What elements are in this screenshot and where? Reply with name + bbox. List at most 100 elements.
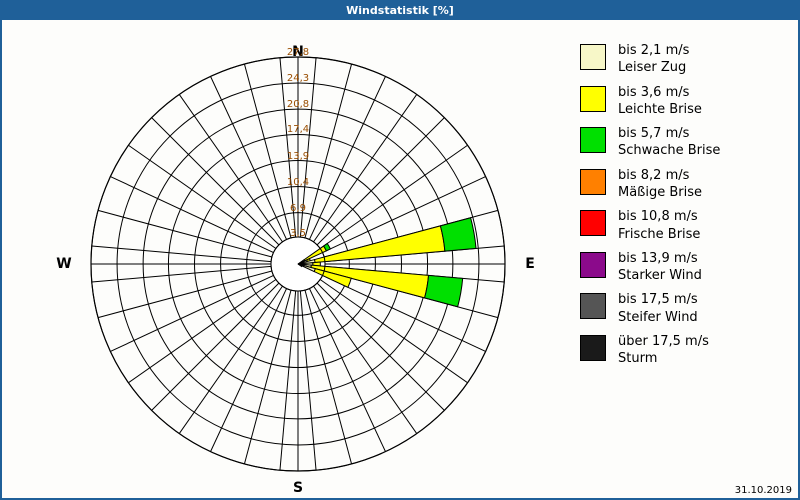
grid-spoke [308, 288, 386, 452]
grid-spoke [91, 245, 272, 263]
grid-spoke [299, 290, 317, 471]
radial-tick-label: 13,9 [286, 150, 310, 162]
grid-spoke [110, 176, 274, 254]
compass-label-east: E [525, 256, 535, 272]
rose-segment[interactable] [297, 263, 303, 268]
legend-color-swatch [580, 168, 606, 195]
grid-spoke [210, 288, 288, 452]
legend-item-text: bis 2,1 m/s Leiser Zug [618, 42, 689, 77]
compass-label-south: S [292, 480, 304, 496]
compass-label-north: N [292, 44, 304, 60]
legend-item-text: über 17,5 m/s Sturm [618, 333, 709, 368]
legend-item[interactable]: bis 3,6 m/s Leichte Brise [580, 84, 798, 119]
radial-tick-label: 24,3 [286, 73, 310, 85]
radial-tick-label: 6,9 [290, 202, 306, 214]
grid-spoke [97, 270, 273, 319]
legend-item[interactable]: bis 5,7 m/s Schwache Brise [580, 125, 798, 160]
radial-tick-label: 20,8 [286, 99, 310, 111]
legend-item-name: Steifer Wind [618, 309, 698, 325]
legend-item-name: Leiser Zug [618, 60, 687, 76]
legend-item-name: Starker Wind [618, 268, 702, 284]
legend-item-name: Mäßige Brise [618, 184, 703, 200]
grid-spoke [210, 76, 288, 240]
legend-item-speed: bis 3,6 m/s [618, 84, 690, 100]
legend-color-swatch [580, 127, 606, 154]
legend-item-speed: bis 8,2 m/s [618, 167, 690, 183]
grid-spoke [97, 209, 273, 258]
legend-item-speed: über 17,5 m/s [618, 333, 709, 349]
wind-rose-svg [90, 56, 506, 472]
grid-spoke [243, 289, 292, 465]
legend-item[interactable]: bis 13,9 m/s Starker Wind [580, 250, 798, 285]
legend-item[interactable]: über 17,5 m/s Sturm [580, 333, 798, 368]
grid-spoke [316, 282, 445, 411]
legend-item[interactable]: bis 17,5 m/s Steifer Wind [580, 291, 798, 326]
legend-item-name: Schwache Brise [618, 143, 721, 159]
radial-tick-label: 3,5 [290, 227, 306, 239]
grid-spoke [319, 144, 468, 249]
legend-item-text: bis 5,7 m/s Schwache Brise [618, 125, 720, 160]
rose-segment[interactable] [322, 242, 332, 252]
wind-rose: N E S W 3,5 6,9 10,4 13,9 17,4 20,8 24,3 27,8 [2, 20, 562, 498]
legend-item-text: bis 17,5 m/s Steifer Wind [618, 291, 698, 326]
date-stamp: 31.10.2019 [734, 485, 792, 496]
legend-item-text: bis 10,8 m/s Frische Brise [618, 208, 700, 243]
radial-tick-label: 10,4 [286, 176, 310, 188]
window-title-bar: Windstatistik [%] [0, 0, 800, 20]
grid-spoke [316, 117, 445, 246]
grid-spoke [151, 117, 280, 246]
grid-spoke [308, 76, 386, 240]
grid-spoke [178, 285, 283, 434]
polar-grid [90, 56, 506, 472]
legend-item-speed: bis 2,1 m/s [618, 43, 690, 58]
grid-spoke [304, 63, 353, 239]
legend-color-swatch [580, 210, 606, 237]
grid-spoke [243, 63, 292, 239]
grid-spoke [322, 176, 486, 254]
legend-item-text: bis 8,2 m/s Mäßige Brise [618, 167, 702, 202]
legend-item-name: Leichte Brise [618, 101, 702, 117]
grid-outer-ring [90, 56, 506, 472]
rose-segment[interactable] [313, 225, 446, 264]
grid-spoke [299, 57, 317, 238]
grid-spoke [128, 279, 277, 384]
legend-color-swatch [580, 44, 606, 70]
grid-spoke [304, 289, 353, 465]
grid-spoke [313, 94, 418, 243]
legend-item-speed: bis 17,5 m/s [618, 292, 698, 308]
grid-spoke [322, 274, 486, 352]
grid-spoke [319, 279, 468, 384]
grid-spoke [110, 274, 274, 352]
legend-color-swatch [580, 251, 606, 278]
grid-spoke [279, 290, 297, 471]
grid-spoke [151, 282, 280, 411]
legend-item-name: Frische Brise [618, 226, 701, 242]
window-title: Windstatistik [%] [346, 3, 454, 17]
legend-item-text: bis 3,6 m/s Leichte Brise [618, 84, 702, 119]
grid-spoke [178, 94, 283, 243]
legend-item-speed: bis 10,8 m/s [618, 209, 698, 225]
grid-spoke [279, 57, 297, 238]
legend-item-speed: bis 13,9 m/s [618, 250, 698, 266]
legend-color-swatch [580, 334, 606, 361]
legend: bis 2,1 m/s Leiser Zug bis 3,6 m/s Leichte … [580, 42, 798, 375]
legend-item[interactable]: bis 8,2 m/s Mäßige Brise [580, 167, 798, 202]
legend-item[interactable]: bis 2,1 m/s Leiser Zug [580, 42, 798, 77]
radial-tick-label: 27,8 [286, 47, 310, 58]
rose-segment[interactable] [439, 217, 477, 252]
calm-center-outline [270, 236, 326, 292]
grid-spoke [128, 144, 277, 249]
legend-item-name: Sturm [618, 351, 658, 367]
legend-item-text: bis 13,9 m/s Starker Wind [618, 250, 702, 285]
legend-color-swatch [580, 85, 606, 112]
rose-segment[interactable] [423, 274, 464, 308]
chart-canvas: N E S W 3,5 6,9 10,4 13,9 17,4 20,8 24,3 27,8 b… [2, 20, 798, 498]
grid-spoke [313, 285, 418, 434]
compass-label-west: W [56, 256, 72, 272]
legend-item[interactable]: bis 10,8 m/s Frische Brise [580, 208, 798, 243]
rose-petals [297, 217, 477, 308]
radial-tick-label: 17,4 [286, 124, 310, 136]
legend-item-speed: bis 5,7 m/s [618, 126, 690, 142]
legend-color-swatch [580, 293, 606, 320]
